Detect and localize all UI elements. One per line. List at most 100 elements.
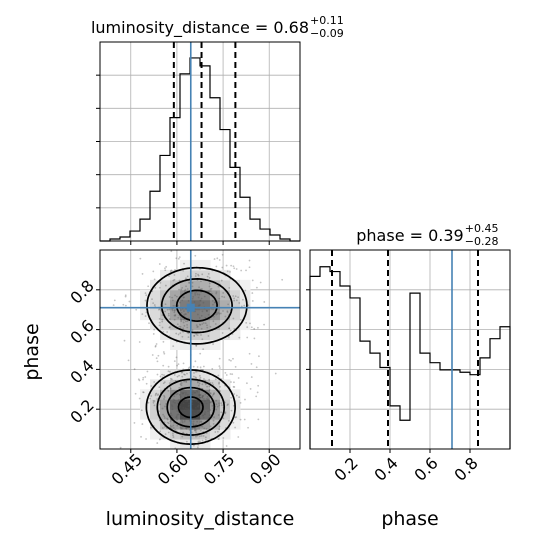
scatter-point — [164, 267, 166, 270]
density-pixel — [160, 269, 171, 281]
histogram-bin — [440, 370, 450, 449]
density-pixel — [190, 319, 201, 331]
scatter-point — [200, 421, 203, 423]
scatter-point — [182, 269, 185, 272]
scatter-point — [209, 392, 212, 395]
density-pixel — [150, 429, 161, 440]
scatter-point — [183, 416, 186, 419]
density-pixel — [170, 269, 181, 281]
scatter-point — [172, 427, 175, 429]
scatter-point — [218, 402, 220, 405]
scatter-point — [195, 431, 197, 434]
scatter-point — [217, 414, 220, 416]
scatter-point — [209, 392, 212, 394]
scatter-point — [199, 402, 202, 405]
scatter-point — [203, 427, 206, 430]
scatter-point — [215, 292, 218, 295]
scatter-point — [212, 303, 214, 306]
luminosity-distance-title: luminosity_distance = 0.68 — [91, 18, 309, 38]
scatter-point — [124, 295, 127, 298]
scatter-point — [198, 396, 201, 399]
scatter-point — [197, 380, 199, 383]
scatter-point — [153, 304, 156, 306]
scatter-point — [197, 304, 200, 307]
scatter-point — [237, 377, 240, 379]
scatter-point — [213, 258, 216, 260]
scatter-point — [154, 344, 157, 347]
scatter-point — [173, 274, 176, 276]
scatter-point — [169, 424, 172, 427]
scatter-point — [182, 431, 185, 434]
scatter-point — [216, 313, 219, 315]
scatter-point — [164, 284, 167, 287]
density-pixel — [160, 319, 171, 331]
scatter-point — [158, 438, 161, 441]
scatter-point — [170, 412, 172, 415]
density-pixel — [190, 369, 201, 380]
scatter-point — [171, 308, 174, 310]
histogram-bin — [240, 197, 250, 241]
scatter-point — [250, 326, 253, 329]
scatter-point — [206, 310, 208, 312]
scatter-point — [133, 368, 136, 371]
scatter-point — [178, 325, 181, 328]
scatter-point — [202, 394, 205, 397]
density-pixel — [190, 399, 201, 410]
density-pixel — [180, 319, 191, 331]
scatter-point — [246, 336, 249, 339]
scatter-point — [209, 381, 212, 384]
scatter-point — [165, 265, 168, 268]
scatter-point — [219, 367, 221, 369]
scatter-point — [152, 270, 155, 273]
scatter-point — [233, 386, 236, 388]
histogram-bin — [400, 420, 410, 449]
scatter-point — [206, 395, 209, 398]
scatter-point — [155, 392, 158, 395]
scatter-point — [206, 324, 208, 327]
quantile-and-truth-lines — [172, 42, 237, 241]
density-pixel — [180, 269, 191, 281]
scatter-point — [161, 318, 164, 321]
scatter-point — [180, 320, 183, 323]
scatter-point — [177, 333, 180, 336]
scatter-point — [209, 425, 212, 428]
histogram-bin — [500, 327, 510, 449]
y-tick-label: 0.2 — [66, 396, 97, 427]
scatter-point — [204, 436, 207, 439]
scatter-point — [202, 416, 205, 419]
density-pixel — [190, 329, 201, 341]
x-tick-label: 0.45 — [108, 450, 147, 489]
density-pixel — [190, 409, 201, 420]
density-pixel — [230, 309, 241, 321]
scatter-point — [156, 398, 159, 400]
density-pixel — [180, 289, 191, 301]
scatter-point — [255, 395, 258, 398]
contour-level — [156, 278, 233, 436]
scatter-point — [207, 313, 210, 316]
density-pixel — [210, 369, 221, 380]
scatter-point — [158, 263, 161, 265]
scatter-point — [199, 324, 202, 326]
scatter-point — [232, 317, 235, 320]
density-pixel — [170, 439, 181, 449]
axes-frame — [99, 249, 301, 450]
scatter-point — [200, 408, 202, 411]
scatter-point — [201, 323, 204, 325]
density-pixel — [200, 299, 211, 311]
scatter-point — [152, 302, 155, 305]
scatter-point — [182, 406, 185, 409]
scatter-point — [204, 413, 206, 416]
scatter-point — [221, 266, 224, 269]
density-pixel — [190, 379, 201, 390]
scatter-point — [196, 293, 199, 296]
scatter-point — [185, 440, 188, 443]
scatter-point — [191, 409, 194, 412]
scatter-point — [204, 379, 207, 382]
scatter-point — [208, 282, 211, 285]
scatter-point — [199, 394, 202, 396]
scatter-point — [186, 407, 188, 410]
scatter-point — [212, 419, 215, 422]
scatter-point — [228, 359, 231, 361]
scatter-point — [154, 345, 157, 348]
scatter-point — [182, 402, 185, 405]
